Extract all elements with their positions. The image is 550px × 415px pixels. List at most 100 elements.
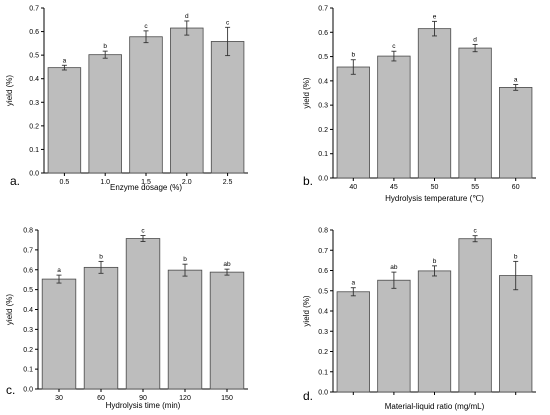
y-tick-label: 0.6 — [318, 268, 328, 275]
bar — [47, 67, 82, 174]
y-axis-title: yield (%) — [5, 294, 14, 325]
significance-letter: b — [514, 253, 518, 260]
bar — [458, 238, 492, 393]
error-bar — [182, 263, 188, 277]
y-tick-label: 0.4 — [318, 78, 328, 85]
significance-letter: d — [185, 13, 189, 20]
chart-panel-1: 0.0 0.1 0.2 0.3 0.4 0.5 0.6 0.7 a 0.5 b 1.0 c 1.5 d 2.0… — [5, 6, 248, 192]
bar — [83, 266, 119, 390]
y-tick-label: 0.4 — [318, 309, 328, 316]
y-tick-label: 0.5 — [23, 287, 33, 294]
x-tick-label: 90 — [139, 395, 147, 402]
bar — [336, 66, 370, 179]
bar — [377, 279, 411, 393]
panel-label: c. — [6, 383, 15, 397]
x-tick-label: 0.5 — [60, 179, 70, 186]
significance-letter: b — [183, 256, 187, 263]
y-tick-label: 0.6 — [23, 267, 33, 274]
x-tick-label: 150 — [221, 395, 233, 402]
y-axis-title: yield (%) — [5, 75, 14, 106]
x-tick-label: 2.5 — [223, 179, 233, 186]
y-tick-label: 0.6 — [29, 29, 39, 36]
x-axis-title: Material-liquid ratio (mg/mL) — [385, 402, 485, 411]
y-tick-label: 0.0 — [29, 171, 39, 178]
significance-letter: b — [99, 253, 103, 260]
bar — [499, 87, 533, 179]
x-tick-label: 120 — [179, 395, 191, 402]
significance-letter: b — [103, 43, 107, 50]
error-bar — [140, 235, 146, 242]
x-tick-label: 30 — [55, 395, 63, 402]
y-tick-label: 0.1 — [23, 367, 33, 374]
y-tick-label: 0.1 — [318, 369, 328, 376]
error-bar — [225, 26, 231, 57]
y-tick-label: 0.3 — [318, 329, 328, 336]
error-bar — [224, 268, 230, 276]
x-axis-title: Hydrolysis time (min) — [106, 401, 181, 410]
x-tick-label: 40 — [349, 184, 357, 191]
x-tick-label: 1.5 — [141, 179, 151, 186]
x-tick-label: 1.0 — [100, 179, 110, 186]
significance-letter: a — [63, 57, 67, 64]
error-bar — [432, 20, 437, 37]
y-tick-label: 0.1 — [29, 147, 39, 154]
bar — [170, 27, 204, 174]
significance-letter: ab — [223, 261, 231, 268]
error-bar — [350, 59, 356, 75]
bar — [458, 47, 492, 179]
bar — [417, 270, 452, 393]
x-tick-label: 2.0 — [182, 179, 192, 186]
error-bar — [472, 43, 478, 53]
bar — [210, 41, 245, 174]
y-tick-label: 0.2 — [23, 347, 33, 354]
error-bar — [391, 271, 397, 289]
y-axis-title: yield (%) — [302, 77, 311, 108]
significance-letter: c — [392, 43, 396, 50]
significance-letter: a — [514, 77, 518, 84]
error-bar — [61, 64, 67, 71]
panel-label: a. — [10, 174, 20, 188]
y-tick-label: 0.3 — [318, 103, 328, 110]
x-tick-label: 60 — [97, 395, 105, 402]
chart-panel-4: 0.0 0.1 0.2 0.3 0.4 0.5 0.6 0.7 0.8 a ab b c b Materia… — [302, 228, 536, 411]
error-bar — [56, 274, 62, 284]
error-bar — [143, 30, 149, 44]
y-tick-label: 0.0 — [318, 176, 328, 183]
error-bar — [472, 235, 478, 243]
y-tick-label: 0.2 — [29, 123, 39, 130]
y-tick-label: 0.4 — [29, 76, 39, 83]
y-tick-label: 0.0 — [318, 390, 328, 397]
y-tick-label: 0.3 — [23, 327, 33, 334]
y-tick-label: 0.2 — [318, 127, 328, 134]
bar — [209, 271, 245, 390]
significance-letter: e — [433, 13, 437, 20]
error-bar — [184, 20, 190, 36]
significance-letter: b — [351, 52, 355, 59]
bar — [125, 238, 161, 390]
significance-letter: c — [144, 23, 148, 30]
significance-letter: d — [473, 36, 477, 43]
x-tick-label: 55 — [471, 184, 479, 191]
y-tick-label: 0.3 — [29, 100, 39, 107]
chart-panel-2: 0.0 0.1 0.2 0.3 0.4 0.5 0.6 0.7 b 40 c 45 e 50 d 55 a 60 H… — [302, 6, 536, 203]
bar — [167, 269, 203, 390]
bar — [88, 54, 122, 174]
chart-panel-3: 0.0 0.1 0.2 0.3 0.4 0.5 0.6 0.7 0.8 a 30 b 60 c 90 b 120… — [5, 228, 248, 410]
x-tick-label: 45 — [390, 184, 398, 191]
error-bar — [350, 287, 356, 297]
x-tick-label: 60 — [512, 184, 520, 191]
y-tick-label: 0.8 — [318, 228, 328, 235]
y-tick-label: 0.1 — [318, 151, 328, 158]
y-tick-label: 0.6 — [318, 30, 328, 37]
x-tick-label: 50 — [431, 184, 439, 191]
significance-letter: ab — [390, 264, 398, 271]
significance-letter: c — [226, 19, 230, 26]
error-bar — [432, 265, 437, 277]
y-tick-label: 0.8 — [23, 228, 33, 235]
panel-label: b. — [303, 174, 313, 188]
bar — [336, 291, 370, 393]
panel-label: d. — [303, 389, 313, 403]
y-tick-label: 0.5 — [318, 54, 328, 61]
error-bar — [102, 50, 108, 59]
